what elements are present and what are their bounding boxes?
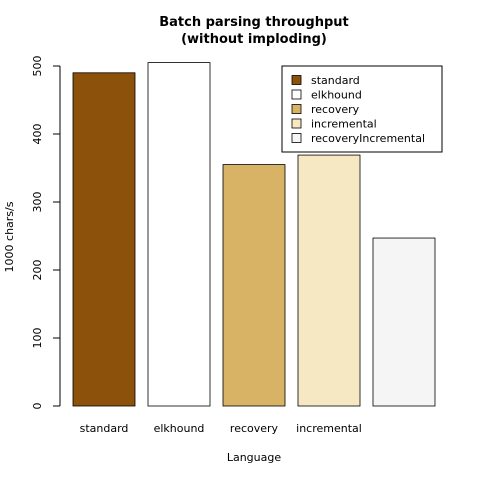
legend-label: incremental: [311, 118, 377, 131]
y-tick-label: 300: [31, 192, 44, 213]
legend-swatch: [291, 118, 302, 129]
y-tick-label: 100: [31, 328, 44, 349]
legend-label: standard: [311, 74, 360, 87]
x-tick-label: incremental: [296, 422, 362, 435]
legend-box: [281, 65, 443, 153]
legend-label: recovery: [311, 103, 360, 116]
legend-swatch: [291, 75, 302, 85]
legend-label: recoveryIncremental: [311, 132, 425, 145]
bar: [222, 164, 286, 407]
x-tick-label: recovery: [230, 422, 279, 435]
legend-swatch: [291, 89, 302, 100]
legend-swatch: [291, 104, 302, 114]
bar: [72, 72, 136, 407]
y-axis: 0 100 200 300 400 500: [31, 56, 61, 410]
bar: [147, 62, 211, 407]
x-axis-label: Language: [227, 451, 282, 464]
y-tick-label: 0: [31, 403, 44, 410]
bars-group: [72, 62, 436, 407]
chart-title-line-2: (without imploding): [181, 32, 327, 47]
bar: [372, 237, 436, 407]
y-tick-label: 400: [31, 124, 44, 145]
y-tick-label: 200: [31, 260, 44, 281]
x-tick-label: standard: [80, 422, 129, 435]
bar: [297, 154, 361, 407]
chart-title-line-1: Batch parsing throughput: [159, 15, 349, 30]
x-tick-label: elkhound: [154, 422, 205, 435]
y-tick-label: 500: [31, 56, 44, 77]
x-tick-labels: standard elkhound recovery incremental: [80, 422, 362, 435]
legend-swatch: [291, 133, 302, 143]
y-axis-label: 1000 chars/s: [3, 201, 16, 272]
legend-label: elkhound: [311, 89, 362, 102]
